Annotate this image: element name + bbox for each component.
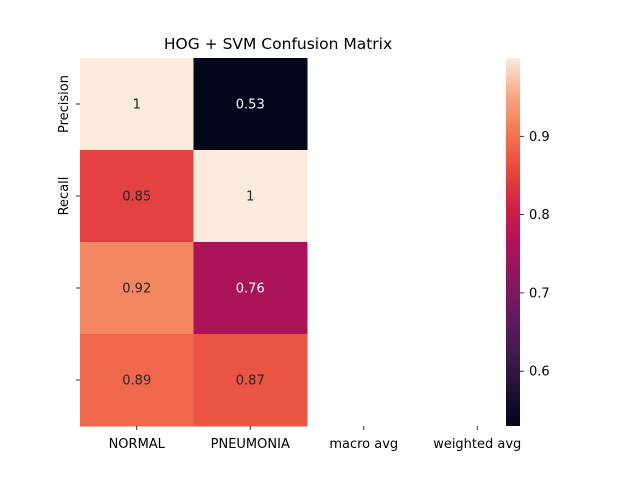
- x-tick-label: PNEUMONIA: [211, 437, 290, 452]
- heatmap-cell: [80, 58, 194, 151]
- colorbar-tick-label: 0.7: [529, 286, 550, 301]
- cell-value-label: 0.53: [236, 98, 265, 113]
- chart-title: HOG + SVM Confusion Matrix: [164, 35, 392, 53]
- x-tick-label: NORMAL: [109, 437, 166, 452]
- heatmap-cell: [80, 150, 194, 243]
- y-tick-label: Recall: [57, 177, 72, 216]
- colorbar-tick-label: 0.6: [529, 365, 550, 380]
- cell-value-label: 0.85: [122, 190, 151, 205]
- heatmap-cell-labels: 1 0.53 0.85 1 0.92 0.76 0.89 0.87: [122, 98, 264, 389]
- cell-value-label: 0.89: [122, 374, 151, 389]
- heatmap-cell: [193, 242, 308, 335]
- colorbar-tick-label: 0.8: [529, 208, 550, 223]
- colorbar-gradient: [506, 58, 520, 426]
- cell-value-label: 0.92: [122, 282, 151, 297]
- x-tick-label: macro avg: [329, 437, 398, 452]
- heatmap-cell: [193, 334, 308, 427]
- heatmap-cells: [80, 58, 308, 427]
- y-axis: Precision Recall: [57, 75, 80, 381]
- cell-value-label: 1: [133, 98, 141, 113]
- x-tick-label: weighted avg: [433, 437, 521, 452]
- heatmap-cell: [80, 334, 194, 427]
- heatmap-cell: [193, 58, 308, 151]
- colorbar: 0.6 0.7 0.8 0.9: [506, 58, 550, 426]
- heatmap-cell: [193, 150, 308, 243]
- heatmap-cell: [80, 242, 194, 335]
- colorbar-tick-label: 0.9: [529, 130, 550, 145]
- cell-value-label: 0.87: [236, 374, 265, 389]
- y-tick-label: Precision: [57, 75, 72, 133]
- x-axis: NORMAL PNEUMONIA macro avg weighted avg: [109, 426, 521, 452]
- cell-value-label: 0.76: [236, 282, 265, 297]
- cell-value-label: 1: [246, 190, 254, 205]
